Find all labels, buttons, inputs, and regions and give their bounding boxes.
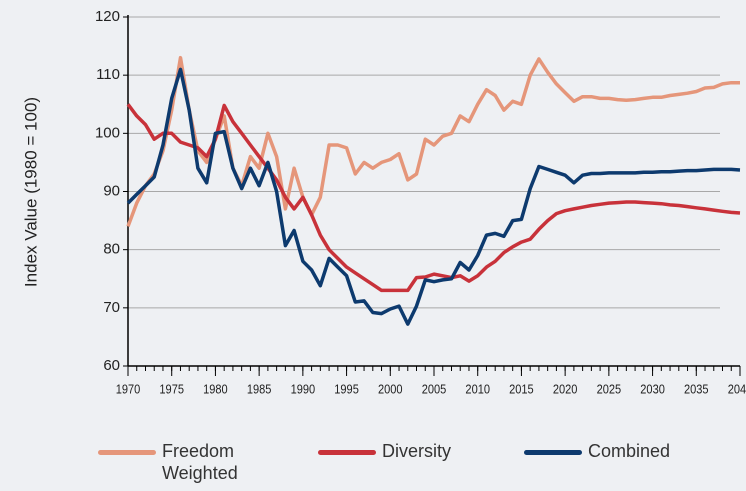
legend-swatch xyxy=(98,450,156,455)
legend-item: Freedom Weighted xyxy=(98,440,252,484)
y-tick-label: 80 xyxy=(103,241,120,258)
x-tick-label: 2035 xyxy=(684,382,709,397)
x-tick-label: 2005 xyxy=(422,382,447,397)
x-tick-label: 2000 xyxy=(378,382,403,397)
x-tick-label: 2030 xyxy=(640,382,665,397)
x-tick-label: 2040 xyxy=(728,382,746,397)
line-series xyxy=(126,55,740,228)
line-series xyxy=(126,67,741,326)
y-tick-label: 100 xyxy=(95,124,120,141)
x-tick-label: 2010 xyxy=(465,382,490,397)
x-tick-label: 1995 xyxy=(334,382,359,397)
x-tick-label: 2025 xyxy=(597,382,622,397)
legend-item: Combined xyxy=(524,440,670,462)
y-tick-label: 70 xyxy=(103,299,120,316)
legend-label: Diversity xyxy=(382,441,452,461)
y-tick-label: 60 xyxy=(103,357,120,374)
x-tick-label: 1970 xyxy=(116,382,141,397)
x-tick-label: 1990 xyxy=(291,382,316,397)
x-tick-label: 1980 xyxy=(203,382,228,397)
y-tick-label: 120 xyxy=(95,8,120,25)
line-series xyxy=(126,103,741,293)
legend-label: Freedom Weighted xyxy=(162,441,238,483)
legend-swatch xyxy=(524,450,582,455)
x-tick-label: 1985 xyxy=(247,382,272,397)
x-tick-label: 2015 xyxy=(509,382,534,397)
y-axis-label: Index Value (1980 = 100) xyxy=(21,97,40,287)
x-tick-label: 2020 xyxy=(553,382,578,397)
y-tick-label: 90 xyxy=(103,182,120,199)
legend-label: Combined xyxy=(588,441,671,461)
legend-swatch xyxy=(318,450,376,455)
legend-item: Diversity xyxy=(318,440,451,462)
y-tick-label: 110 xyxy=(96,66,120,83)
x-tick-label: 1975 xyxy=(159,382,184,397)
